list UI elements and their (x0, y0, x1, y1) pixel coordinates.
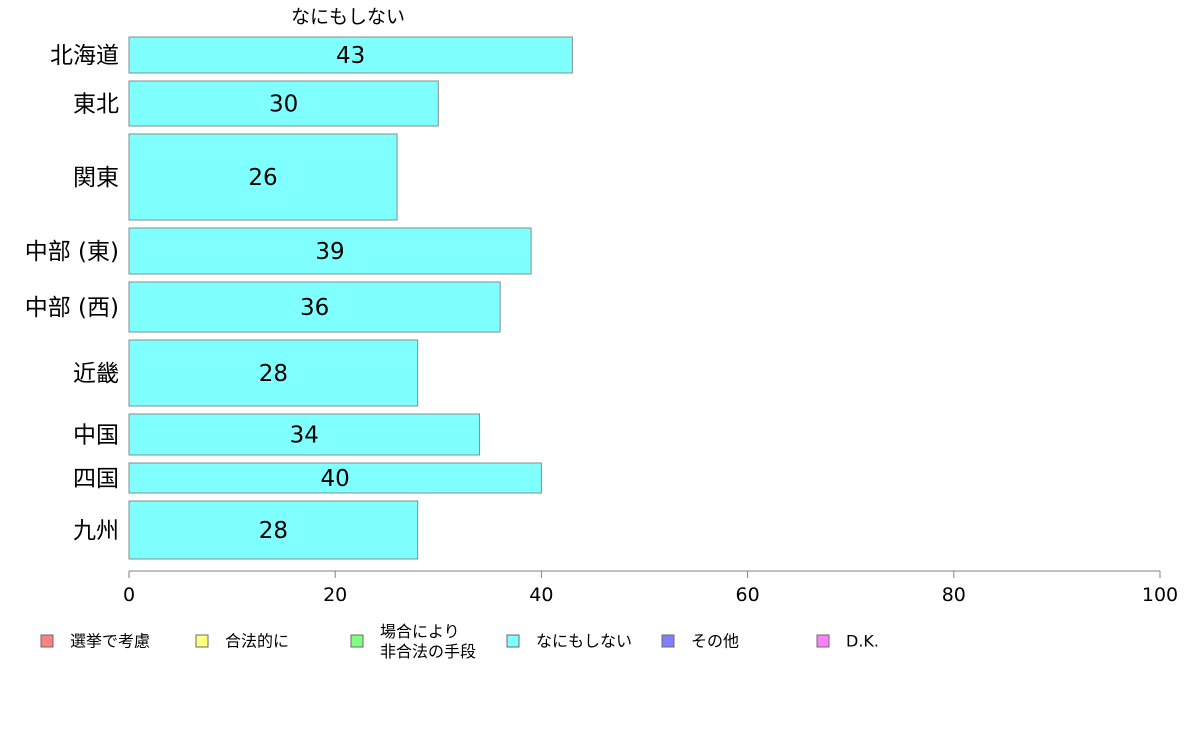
legend-swatch-4 (506, 634, 520, 648)
legend-label-4: なにもしない (536, 632, 632, 651)
x-tick-label-2: 40 (529, 584, 553, 606)
category-label-3: 関東 (73, 165, 119, 191)
legend-label-1: 選挙で考慮 (70, 632, 150, 651)
category-label-2: 東北 (73, 92, 119, 118)
x-tick-label-0: 0 (123, 584, 135, 606)
legend-swatch-3 (350, 634, 364, 648)
category-label-4: 中部 (東) (25, 239, 119, 265)
legend-swatch-2 (195, 634, 209, 648)
x-tick-label-1: 20 (323, 584, 347, 606)
bar-value-label-1: 43 (336, 43, 365, 69)
legend-label-6: D.K. (846, 632, 879, 651)
bar-value-label-6: 28 (259, 361, 288, 387)
bar-8 (128, 462, 542, 494)
category-label-5: 中部 (西) (25, 295, 119, 321)
bar-value-label-4: 39 (315, 239, 344, 265)
x-axis: 0 20 40 60 80 100 (123, 570, 1178, 606)
bar-7 (128, 413, 481, 456)
category-label-6: 近畿 (73, 361, 119, 387)
bar-value-label-3: 26 (248, 165, 277, 191)
x-tick-label-5: 100 (1142, 584, 1178, 606)
legend-swatch-6 (816, 634, 830, 648)
bar-value-label-5: 36 (300, 295, 329, 321)
legend-swatch-5 (661, 634, 675, 648)
category-label-9: 九州 (73, 518, 119, 544)
bar-value-label-7: 34 (290, 423, 319, 449)
bar-value-label-9: 28 (259, 518, 288, 544)
bar-6 (128, 339, 419, 407)
bar-2 (128, 80, 439, 127)
x-tick-label-3: 60 (736, 584, 760, 606)
legend-label-3: 場合により非合法の手段 (380, 622, 476, 661)
legend-swatch-1 (40, 634, 54, 648)
x-tick-label-4: 80 (942, 584, 966, 606)
bar-value-label-2: 30 (269, 92, 298, 118)
bar-1 (128, 36, 573, 74)
category-label-1: 北海道 (50, 43, 119, 69)
bar-value-label-8: 40 (321, 466, 350, 492)
bar-5 (128, 281, 501, 333)
legend: 選挙で考慮 合法的に 場合により非合法の手段 なにもしない その他 D.K. (40, 622, 879, 661)
category-label-7: 中国 (73, 423, 119, 449)
bar-9 (128, 500, 419, 560)
legend-label-5: その他 (691, 632, 739, 651)
panel-title: なにもしない (291, 6, 405, 28)
category-label-8: 四国 (73, 466, 119, 492)
bar-3 (128, 133, 398, 221)
legend-label-2: 合法的に (225, 632, 289, 651)
bar-4 (128, 227, 532, 275)
